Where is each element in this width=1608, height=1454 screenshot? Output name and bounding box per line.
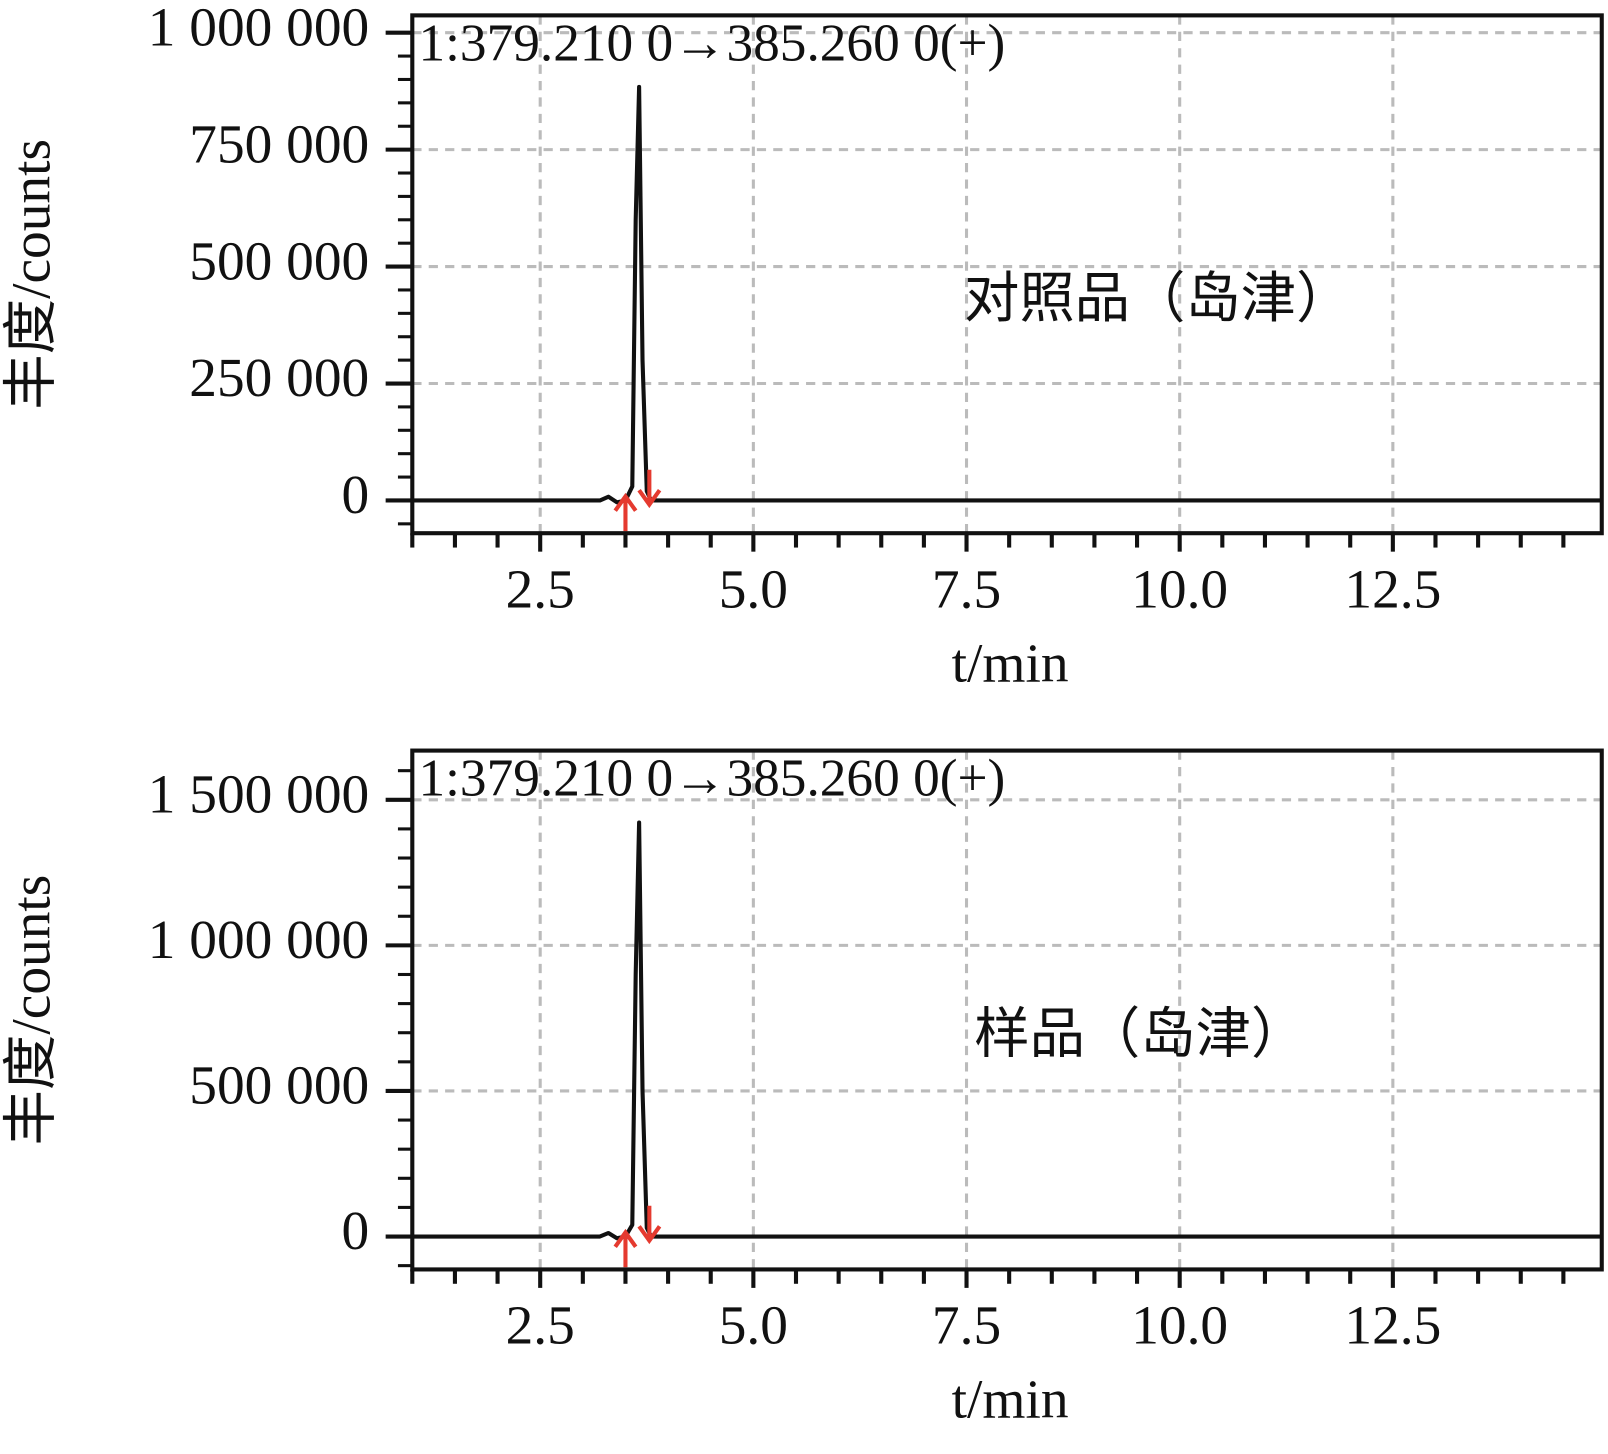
x-tick-label: 12.5	[1344, 558, 1441, 619]
x-tick-label: 5.0	[719, 1295, 788, 1356]
x-tick-label: 5.0	[719, 558, 788, 619]
x-axis-label: t/min	[952, 1368, 1069, 1429]
y-tick-label: 500 000	[189, 1055, 369, 1116]
arrow	[613, 492, 638, 532]
y-tick-label: 0	[342, 1200, 370, 1261]
x-axis-label: t/min	[952, 632, 1069, 693]
integration-mark	[637, 1205, 662, 1245]
y-axis-label: 丰度/counts	[1, 139, 62, 410]
x-tick-label: 7.5	[932, 558, 1001, 619]
arrow	[637, 1205, 662, 1245]
y-tick-label: 0	[342, 464, 370, 525]
y-tick-label: 1 000 000	[148, 909, 369, 970]
x-tick-label: 12.5	[1344, 1295, 1441, 1356]
x-tick-label: 7.5	[932, 1295, 1001, 1356]
y-tick-label: 1 500 000	[148, 763, 369, 824]
x-tick-label: 10.0	[1131, 1295, 1228, 1356]
chart-title: 1:379.210 0→385.260 0(+)	[418, 12, 1005, 72]
integration-mark	[613, 1228, 638, 1268]
annotation: 对照品（岛津）	[964, 268, 1352, 329]
y-axis-label: 丰度/counts	[1, 875, 62, 1146]
y-tick-label: 750 000	[189, 113, 369, 174]
x-tick-label: 2.5	[506, 558, 575, 619]
integration-mark	[613, 492, 638, 532]
integration-mark	[637, 469, 662, 509]
y-tick-label: 1 000 000	[148, 0, 369, 57]
annotation: 样品（岛津）	[974, 1003, 1306, 1064]
x-tick-label: 2.5	[506, 1295, 575, 1356]
x-tick-label: 10.0	[1131, 558, 1228, 619]
plot-frame	[410, 13, 1604, 536]
y-tick-label: 250 000	[189, 347, 369, 408]
plot-frame	[410, 748, 1604, 1272]
y-tick-label: 500 000	[189, 230, 369, 291]
chart-title: 1:379.210 0→385.260 0(+)	[418, 748, 1005, 808]
arrow	[637, 469, 662, 509]
arrow	[613, 1228, 638, 1268]
